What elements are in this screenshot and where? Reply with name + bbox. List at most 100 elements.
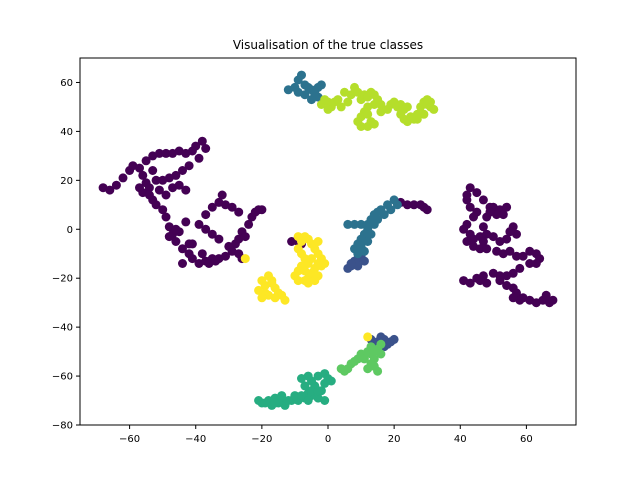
data-point — [356, 122, 366, 131]
data-point — [254, 285, 264, 295]
data-point — [240, 254, 250, 264]
y-tick-label: −20 — [52, 274, 73, 285]
data-point — [392, 102, 402, 112]
data-point — [201, 224, 211, 234]
data-point — [184, 161, 194, 171]
data-point — [151, 200, 161, 210]
data-point — [350, 219, 359, 229]
data-point — [184, 239, 194, 249]
data-point — [178, 166, 187, 175]
data-point — [277, 391, 287, 401]
data-point — [369, 219, 379, 229]
data-point — [313, 386, 323, 396]
data-point — [244, 219, 254, 229]
data-point — [485, 207, 495, 217]
data-point — [105, 185, 115, 195]
data-point — [359, 354, 369, 364]
data-point — [178, 244, 187, 254]
data-point — [475, 244, 485, 254]
x-tick-label: 40 — [454, 434, 467, 445]
data-point — [369, 347, 379, 357]
data-point — [151, 175, 161, 185]
data-point — [250, 207, 260, 217]
data-point — [135, 163, 144, 173]
data-point — [197, 136, 207, 146]
data-point — [386, 205, 396, 215]
data-point — [290, 391, 300, 401]
data-point — [283, 396, 293, 405]
data-point — [465, 183, 475, 193]
data-point — [111, 180, 121, 190]
data-point — [224, 241, 234, 251]
data-point — [280, 295, 290, 305]
data-point — [462, 237, 472, 246]
data-point — [211, 256, 221, 266]
y-tick-label: 60 — [60, 78, 73, 89]
chart-title: Visualisation of the true classes — [233, 38, 423, 52]
data-point — [323, 104, 333, 114]
data-point — [462, 190, 472, 200]
data-point — [478, 222, 488, 232]
data-point — [197, 249, 207, 259]
data-point — [227, 202, 237, 212]
data-point — [548, 295, 558, 305]
data-point — [422, 205, 432, 215]
data-point — [267, 278, 277, 288]
data-point — [541, 290, 551, 300]
data-point — [297, 391, 306, 401]
data-point — [171, 237, 181, 246]
data-point — [376, 100, 386, 109]
data-point — [313, 237, 323, 246]
data-point — [531, 259, 541, 268]
data-point — [502, 202, 512, 212]
x-tick-label: −20 — [251, 434, 272, 445]
data-point — [495, 276, 505, 286]
data-point — [207, 202, 217, 212]
data-point — [297, 70, 306, 80]
data-point — [300, 381, 310, 391]
data-point — [389, 334, 399, 344]
data-point — [465, 278, 475, 288]
data-point — [161, 212, 171, 222]
data-point — [502, 271, 512, 281]
axes-layer: −60 −40 −20 0 20 40 60 −80 −60 −40 −20 0 20 40 60 — [52, 78, 533, 445]
data-point — [343, 219, 353, 229]
data-point — [326, 376, 336, 386]
data-point — [343, 97, 353, 107]
data-point — [161, 190, 171, 200]
data-point — [158, 205, 168, 215]
data-point — [174, 180, 184, 190]
y-tick-label: 0 — [67, 225, 73, 236]
data-point — [293, 232, 303, 242]
data-point — [141, 156, 151, 166]
x-tick-label: 0 — [325, 434, 331, 445]
data-point — [257, 293, 267, 303]
data-point — [475, 276, 485, 286]
data-point — [300, 266, 310, 276]
data-point — [482, 229, 492, 239]
data-point — [363, 109, 373, 119]
data-point — [194, 219, 204, 229]
data-point — [148, 166, 158, 175]
data-point — [498, 210, 508, 220]
data-point — [307, 386, 316, 396]
data-point — [144, 183, 154, 193]
data-point — [320, 396, 330, 405]
data-point — [270, 398, 280, 408]
data-point — [402, 200, 412, 210]
data-point — [505, 246, 515, 256]
y-tick-label: 20 — [60, 176, 73, 187]
data-point — [336, 102, 346, 112]
data-point — [287, 237, 297, 246]
data-point — [392, 200, 402, 210]
data-point — [297, 374, 306, 383]
data-point — [495, 237, 505, 246]
data-point — [307, 254, 316, 264]
data-point — [518, 251, 528, 261]
data-point — [240, 232, 250, 242]
data-point — [303, 82, 313, 92]
data-point — [406, 112, 416, 122]
data-point — [194, 153, 204, 163]
data-point — [376, 339, 386, 349]
